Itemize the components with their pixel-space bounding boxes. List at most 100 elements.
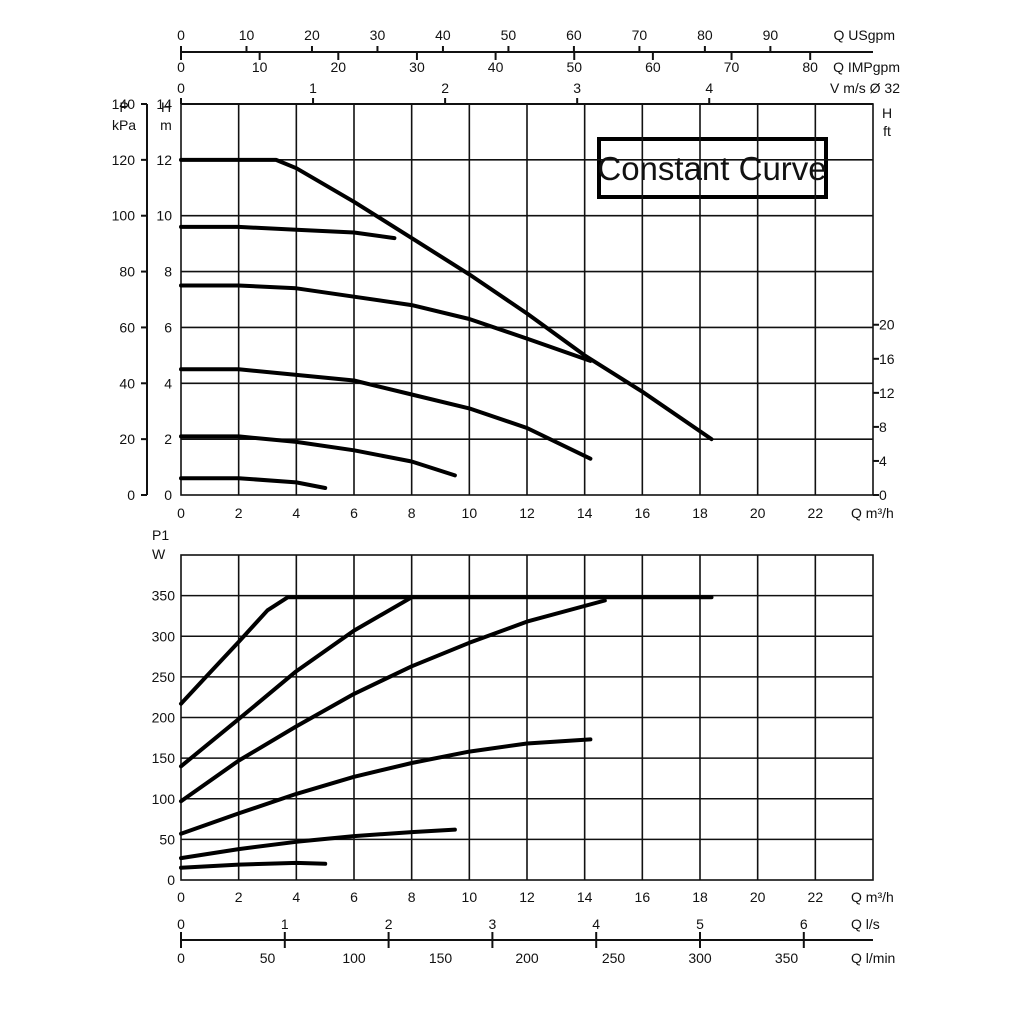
lps-tick-label: 1 [281, 916, 289, 932]
power-tick-label: 350 [152, 588, 176, 604]
power-curve-curve-6 [179, 860, 328, 870]
head-x-axis-label: Q m³/h [851, 505, 894, 521]
pressure-tick-label: 80 [119, 264, 135, 280]
lps-axis-label: Q l/s [851, 916, 880, 932]
power-chart-labels: P1 W Q m³/h Q l/s Q l/min [152, 527, 895, 966]
feet-tick-label: 12 [879, 385, 895, 401]
usgpm-tick-label: 70 [632, 27, 648, 43]
power-plot-frame [180, 554, 874, 881]
power-tick-label: 0 [167, 872, 175, 888]
impgpm-tick-label: 60 [645, 59, 661, 75]
impgpm-tick-label: 0 [177, 59, 185, 75]
pressure-tick-label: 140 [112, 96, 136, 112]
head-chart-labels: P kPa H m H ft Q m³/h Q USgpm Q IMPgpm V… [112, 27, 900, 521]
power-chart: 0 2 4 6 8 10 12 14 16 18 20 22050100150200250300350… [152, 554, 874, 966]
power-x-tick-label: 4 [292, 889, 300, 905]
power-tick-label: 300 [152, 628, 176, 644]
pressure-axis-label: P [119, 99, 128, 115]
power-axis-unit: W [152, 546, 166, 562]
feet-tick-label: 0 [879, 487, 887, 503]
velocity-tick-label: 2 [441, 80, 449, 96]
head-chart: 0 2 4 6 8 10 12 14 16 18 20 22024681012140204060801… [112, 27, 895, 521]
lps-tick-label: 0 [177, 916, 185, 932]
power-x-tick-label: 22 [808, 889, 824, 905]
head-x-tick-label: 20 [750, 505, 766, 521]
power-x-tick-label: 0 [177, 889, 185, 905]
impgpm-tick-label: 70 [724, 59, 740, 75]
chart-title: Constant Curve [597, 150, 826, 187]
power-x-tick-label: 18 [692, 889, 708, 905]
power-tick-label: 150 [152, 750, 176, 766]
impgpm-tick-label: 20 [331, 59, 347, 75]
power-x-tick-label: 8 [408, 889, 416, 905]
feet-axis-unit: ft [883, 123, 891, 139]
lps-tick-label: 6 [800, 916, 808, 932]
usgpm-axis-label: Q USgpm [834, 27, 895, 43]
lpm-tick-label: 250 [602, 950, 626, 966]
pressure-tick-label: 20 [119, 431, 135, 447]
usgpm-tick-label: 90 [763, 27, 779, 43]
power-axis-label: P1 [152, 527, 169, 543]
head-x-tick-label: 4 [292, 505, 300, 521]
head-x-tick-label: 8 [408, 505, 416, 521]
lpm-tick-label: 0 [177, 950, 185, 966]
lpm-tick-label: 50 [260, 950, 276, 966]
velocity-tick-label: 3 [573, 80, 581, 96]
feet-axis-label: H [882, 105, 892, 121]
head-m-tick-label: 14 [156, 96, 172, 112]
head-m-tick-label: 10 [156, 208, 172, 224]
feet-tick-label: 4 [879, 453, 887, 469]
head-axis-label: H [161, 99, 171, 115]
velocity-tick-label: 4 [705, 80, 713, 96]
pressure-tick-label: 0 [127, 487, 135, 503]
head-m-tick-label: 0 [164, 487, 172, 503]
impgpm-tick-label: 80 [802, 59, 818, 75]
impgpm-tick-label: 30 [409, 59, 425, 75]
lps-tick-label: 5 [696, 916, 704, 932]
power-x-tick-label: 16 [635, 889, 651, 905]
head-x-tick-label: 18 [692, 505, 708, 521]
chart-marks: 0 2 4 6 8 10 12 14 16 18 20 22024681012140204060801… [112, 27, 895, 966]
head-curve-curve-4 [179, 367, 593, 461]
lpm-tick-label: 300 [688, 950, 712, 966]
head-curve-curve-2 [179, 224, 397, 241]
head-curve-curve-5 [179, 434, 457, 478]
power-x-tick-label: 10 [462, 889, 478, 905]
head-x-tick-label: 14 [577, 505, 593, 521]
head-x-tick-label: 16 [635, 505, 651, 521]
power-curve-curve-5 [179, 827, 457, 861]
pressure-tick-label: 60 [119, 319, 135, 335]
callout-box [597, 137, 828, 199]
lps-tick-label: 4 [592, 916, 600, 932]
head-x-tick-label: 2 [235, 505, 243, 521]
feet-tick-label: 8 [879, 419, 887, 435]
velocity-axis-label: V m/s Ø 32 [830, 80, 900, 96]
power-curve-curve-2 [179, 595, 414, 769]
head-x-tick-label: 6 [350, 505, 358, 521]
feet-tick-label: 16 [879, 351, 895, 367]
power-curve-curve-4 [179, 737, 593, 836]
usgpm-tick-label: 0 [177, 27, 185, 43]
usgpm-tick-label: 50 [501, 27, 517, 43]
head-x-tick-label: 22 [808, 505, 824, 521]
impgpm-tick-label: 10 [252, 59, 268, 75]
callout: Constant Curve [597, 137, 828, 199]
head-m-tick-label: 2 [164, 431, 172, 447]
feet-tick-label: 20 [879, 317, 895, 333]
pressure-tick-label: 100 [112, 208, 136, 224]
power-x-axis-label: Q m³/h [851, 889, 894, 905]
power-tick-label: 50 [159, 831, 175, 847]
head-curve-curve-3 [179, 283, 593, 363]
pressure-axis-unit: kPa [112, 117, 136, 133]
usgpm-tick-label: 80 [697, 27, 713, 43]
pressure-tick-label: 120 [112, 152, 136, 168]
head-x-tick-label: 10 [462, 505, 478, 521]
head-m-tick-label: 12 [156, 152, 172, 168]
lpm-tick-label: 100 [342, 950, 366, 966]
head-curve-max [179, 157, 714, 442]
head-curve-curve-6 [179, 476, 328, 490]
pressure-tick-label: 40 [119, 375, 135, 391]
lps-tick-label: 2 [385, 916, 393, 932]
usgpm-tick-label: 30 [370, 27, 386, 43]
